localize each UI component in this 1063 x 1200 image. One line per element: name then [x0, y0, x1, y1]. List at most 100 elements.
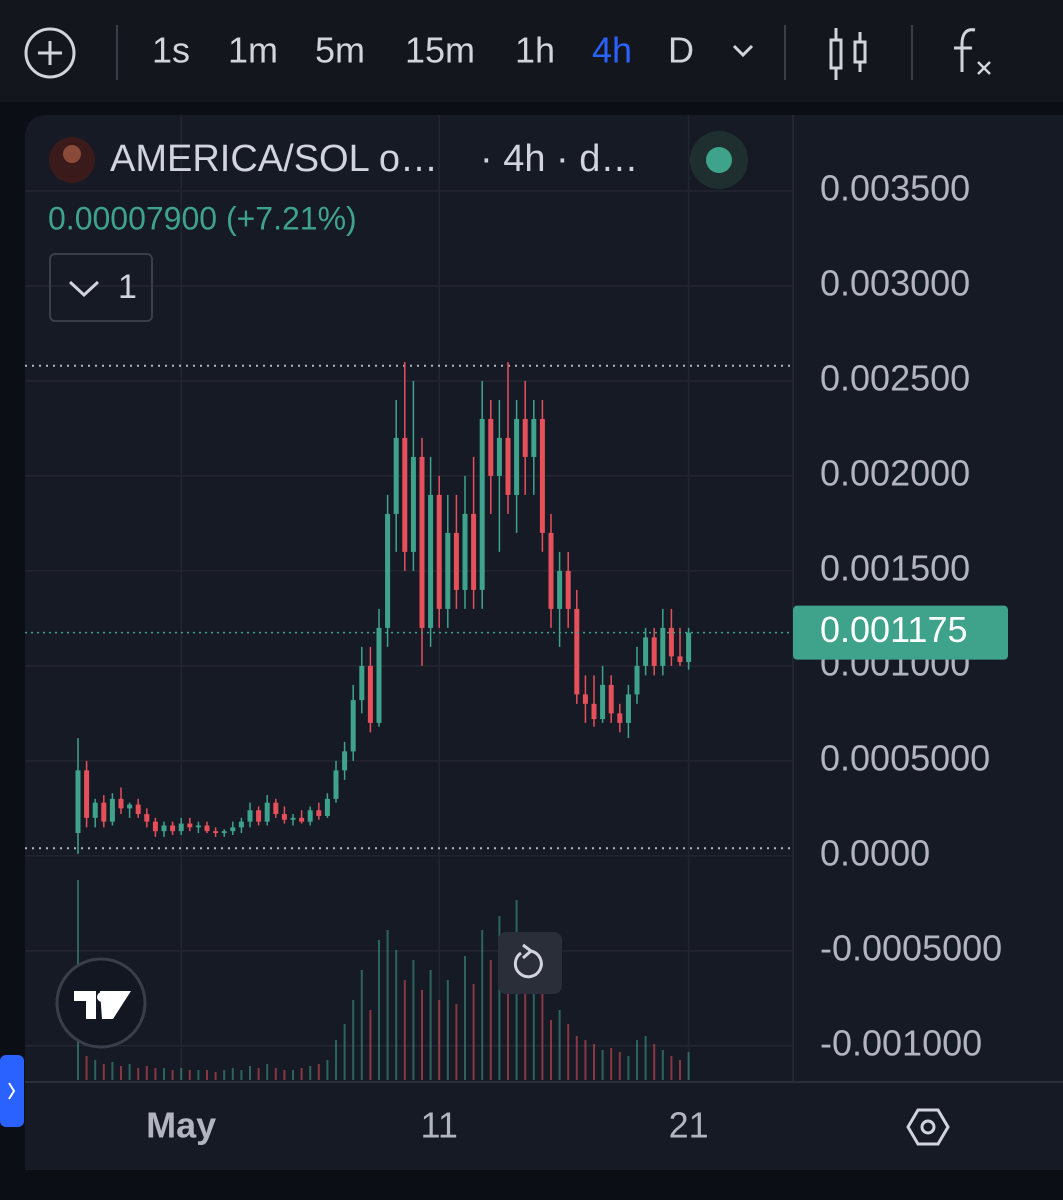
candle-body	[367, 665, 373, 723]
candle-body	[625, 694, 631, 723]
interval-button[interactable]: 1h	[515, 30, 555, 71]
candle-body	[161, 825, 167, 832]
volume-bar	[507, 950, 509, 1080]
y-tick-label: 0.003500	[820, 167, 970, 208]
interval-button[interactable]: 15m	[405, 30, 475, 71]
volume-bar	[369, 1010, 372, 1080]
candle-body	[342, 751, 348, 771]
reset-button[interactable]	[498, 932, 562, 994]
candle-body	[135, 804, 141, 815]
candle-body	[600, 684, 606, 720]
interval-button[interactable]: 1s	[152, 30, 190, 71]
volume-bar	[644, 1036, 647, 1080]
indicator-count: 1	[118, 268, 137, 306]
candle-body	[109, 798, 115, 822]
volume-bar	[352, 1000, 355, 1080]
volume-bar	[489, 960, 492, 1080]
candle-body	[290, 817, 296, 820]
candle-body	[634, 665, 640, 695]
side-panel-arrow	[8, 1082, 16, 1100]
candle-body	[591, 703, 597, 720]
volume-bar	[481, 930, 484, 1080]
candle-body	[582, 694, 588, 704]
candle-body	[75, 770, 81, 834]
candle-body	[256, 810, 262, 822]
candle-body	[238, 821, 244, 828]
candle-body	[643, 637, 649, 666]
volume-bar	[455, 1004, 458, 1080]
candle-body	[144, 814, 150, 822]
volume-bar	[403, 980, 406, 1080]
x-tick-label: 21	[669, 1105, 709, 1146]
add-button[interactable]	[24, 27, 76, 79]
candle-body	[668, 627, 674, 657]
volume-bar	[266, 1064, 269, 1080]
tradingview-logo[interactable]	[55, 957, 147, 1049]
volume-bar	[472, 984, 475, 1080]
candle-body	[428, 494, 434, 628]
candle-body	[84, 770, 90, 818]
symbol-avatar-face	[63, 145, 81, 163]
y-tick-label: -0.001000	[820, 1022, 982, 1063]
interval-button[interactable]: 4h	[592, 30, 632, 71]
candle-body	[445, 532, 451, 609]
candle-body	[101, 802, 107, 822]
volume-bar	[188, 1070, 191, 1080]
volume-bar	[464, 956, 466, 1080]
chart-type-button[interactable]	[829, 28, 867, 80]
volume-bar	[421, 990, 423, 1080]
candle-body	[419, 456, 425, 628]
candle-body	[479, 418, 485, 590]
candle-body	[385, 513, 391, 628]
volume-bar	[274, 1068, 277, 1080]
interval-button[interactable]: 5m	[315, 30, 365, 71]
volume-bar	[214, 1072, 217, 1080]
candle-body	[565, 570, 571, 609]
candle-body	[453, 532, 459, 590]
volume-bar	[429, 970, 432, 1080]
volume-bar	[94, 1060, 97, 1080]
plot-area: 0.003500 0.003000 0.002500 0.002000 0.001500…	[25, 115, 1008, 1146]
candle-body	[514, 418, 520, 495]
interval-button[interactable]: 1m	[228, 30, 278, 71]
settings-button[interactable]	[906, 1108, 950, 1146]
volume-bar	[558, 1010, 561, 1080]
symbol-name: AMERICA/SOL o…	[110, 138, 438, 180]
x-tick-label: 11	[421, 1105, 458, 1146]
y-tick-label: 0.001500	[820, 547, 970, 588]
volume-bar	[102, 1064, 105, 1080]
y-tick-label: 0.002000	[820, 452, 970, 493]
side-panel-tab[interactable]	[0, 1055, 24, 1127]
price-change: 0.00007900 (+7.21%)	[48, 200, 357, 236]
indicator-toggle[interactable]	[49, 253, 153, 322]
volume-bar	[532, 940, 535, 1080]
volume-bar	[343, 1024, 346, 1080]
volume-bar	[163, 1068, 165, 1080]
candle-body	[230, 827, 236, 832]
candle-body	[393, 437, 399, 514]
volume-bar	[145, 1066, 148, 1080]
candle-body	[617, 713, 623, 723]
candle-body	[299, 817, 305, 822]
volume-bar	[309, 1066, 312, 1080]
interval-dropdown[interactable]	[732, 44, 754, 58]
candle-body	[574, 608, 580, 695]
interval-group: 1s 1m 5m 15m 1h 4h D	[152, 30, 694, 71]
volume-bar	[438, 1000, 441, 1080]
candle-body	[273, 802, 279, 815]
candle-body	[539, 418, 545, 533]
volume-bar	[661, 1050, 664, 1080]
candle-body	[496, 437, 502, 476]
volume-bar	[653, 1044, 656, 1080]
indicators-button[interactable]	[954, 28, 991, 75]
candle-body	[488, 418, 494, 476]
candle-body	[660, 627, 666, 666]
candle-body	[247, 810, 253, 822]
volume-bar	[206, 1070, 208, 1080]
candle-body	[608, 684, 614, 714]
candle-body	[281, 814, 287, 820]
candle-body	[522, 418, 528, 457]
interval-button[interactable]: D	[668, 30, 694, 71]
candle-body	[187, 823, 193, 828]
candle-body	[333, 770, 339, 799]
